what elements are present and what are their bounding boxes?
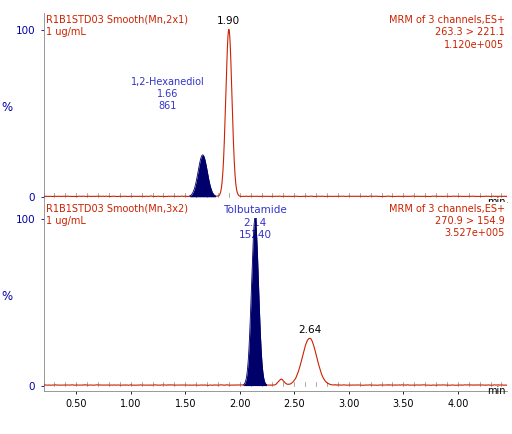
Text: min: min (487, 385, 506, 395)
Text: R1B1STD03 Smooth(Mn,3x2)
1 ug/mL: R1B1STD03 Smooth(Mn,3x2) 1 ug/mL (46, 204, 188, 226)
Text: MRM of 3 channels,ES+
263.3 > 221.1
1.120e+005: MRM of 3 channels,ES+ 263.3 > 221.1 1.12… (389, 15, 504, 50)
Text: min: min (487, 197, 506, 207)
Text: MRM of 3 channels,ES+
270.9 > 154.9
3.527e+005: MRM of 3 channels,ES+ 270.9 > 154.9 3.52… (389, 204, 504, 239)
Text: R1B1STD03 Smooth(Mn,2x1)
1 ug/mL: R1B1STD03 Smooth(Mn,2x1) 1 ug/mL (46, 15, 188, 37)
Y-axis label: %: % (2, 101, 13, 114)
Text: 1.90: 1.90 (217, 16, 241, 26)
Text: 1,2-Hexanediol
1.66
861: 1,2-Hexanediol 1.66 861 (131, 76, 205, 111)
Text: 2.64: 2.64 (298, 326, 321, 335)
Text: Tolbutamide
2.14
15240: Tolbutamide 2.14 15240 (223, 205, 287, 240)
Y-axis label: %: % (2, 290, 13, 302)
